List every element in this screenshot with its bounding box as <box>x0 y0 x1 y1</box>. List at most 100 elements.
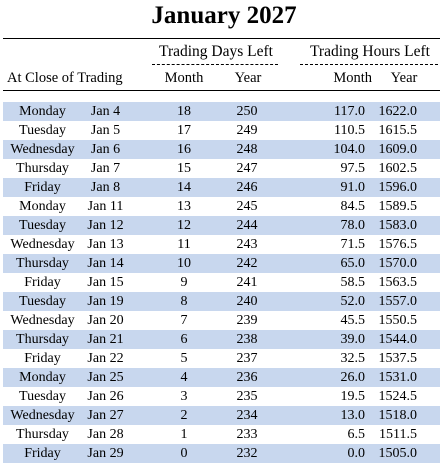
date-cell: Jan 11 <box>87 199 124 214</box>
table-row: Tuesday Jan 5 17 249 110.5 1615.5 <box>3 121 440 140</box>
days-left-month-cell: 6 <box>180 332 188 347</box>
table-row: Tuesday Jan 19 8 240 52.0 1557.0 <box>3 292 440 311</box>
hours-left-month-cell: 6.5 <box>347 427 366 442</box>
date-cell: Jan 15 <box>87 275 124 290</box>
days-left-year-cell: 237 <box>236 351 258 366</box>
date-cell: Jan 29 <box>87 446 124 461</box>
hours-left-month-cell: 13.0 <box>340 408 366 423</box>
table-row: Wednesday Jan 20 7 239 45.5 1550.5 <box>3 311 440 330</box>
weekday-cell: Thursday <box>16 161 69 176</box>
days-left-month-cell: 8 <box>180 294 188 309</box>
days-left-year-cell: 249 <box>236 123 258 138</box>
weekday-cell: Wednesday <box>10 142 75 157</box>
date-cell: Jan 25 <box>87 370 124 385</box>
days-left-month-cell: 3 <box>180 389 188 404</box>
weekday-cell: Friday <box>24 446 61 461</box>
days-left-year-cell: 239 <box>236 313 258 328</box>
days-left-month-cell: 18 <box>177 104 191 119</box>
hours-left-month-cell: 45.5 <box>340 313 366 328</box>
date-cell: Jan 20 <box>87 313 124 328</box>
hours-left-month-cell: 104.0 <box>333 142 366 157</box>
hours-left-year-cell: 1596.0 <box>378 180 418 195</box>
hours-left-month-cell: 117.0 <box>334 104 365 119</box>
hours-left-month-cell: 39.0 <box>340 332 366 347</box>
date-cell: Jan 6 <box>90 142 121 157</box>
days-left-year-cell: 234 <box>236 408 258 423</box>
hours-left-month-cell: 58.5 <box>340 275 366 290</box>
days-left-month-cell: 7 <box>180 313 188 328</box>
weekday-cell: Tuesday <box>19 294 66 309</box>
hours-left-year-cell: 1615.5 <box>378 123 418 138</box>
days-left-month-cell: 0 <box>180 446 188 461</box>
page-title: January 2027 <box>151 2 297 29</box>
hours-left-month-cell: 26.0 <box>340 370 366 385</box>
hours-month-header: Month <box>333 70 372 86</box>
days-left-month-cell: 10 <box>177 256 191 271</box>
table-row: Wednesday Jan 27 2 234 13.0 1518.0 <box>3 406 440 425</box>
hours-left-year-cell: 1518.0 <box>378 408 418 423</box>
weekday-cell: Thursday <box>16 332 69 347</box>
table-row: Thursday Jan 21 6 238 39.0 1544.0 <box>3 330 440 349</box>
hours-left-year-cell: 1622.0 <box>378 104 418 119</box>
days-left-year-cell: 232 <box>236 446 258 461</box>
days-left-year-cell: 238 <box>236 332 258 347</box>
weekday-cell: Friday <box>24 351 61 366</box>
hours-left-month-cell: 91.0 <box>340 180 366 195</box>
hours-left-month-cell: 52.0 <box>340 294 366 309</box>
date-cell: Jan 12 <box>87 218 124 233</box>
hours-left-year-cell: 1524.5 <box>378 389 418 404</box>
hours-left-month-cell: 110.5 <box>334 123 365 138</box>
table-row: Tuesday Jan 12 12 244 78.0 1583.0 <box>3 216 440 235</box>
days-left-month-cell: 11 <box>177 237 191 252</box>
hours-left-year-cell: 1570.0 <box>378 256 418 271</box>
table-row: Thursday Jan 14 10 242 65.0 1570.0 <box>3 254 440 273</box>
table-row: Friday Jan 8 14 246 91.0 1596.0 <box>3 178 440 197</box>
hours-year-header: Year <box>390 70 418 86</box>
hours-left-month-cell: 84.5 <box>340 199 366 214</box>
days-left-month-cell: 13 <box>177 199 191 214</box>
date-cell: Jan 8 <box>90 180 121 195</box>
days-left-month-cell: 1 <box>180 427 188 442</box>
date-cell: Jan 22 <box>87 351 124 366</box>
weekday-cell: Tuesday <box>19 123 66 138</box>
weekday-cell: Thursday <box>16 427 69 442</box>
days-left-year-cell: 235 <box>236 389 258 404</box>
table-row: Friday Jan 22 5 237 32.5 1537.5 <box>3 349 440 368</box>
days-left-year-cell: 241 <box>236 275 258 290</box>
weekday-cell: Wednesday <box>10 237 75 252</box>
date-cell: Jan 19 <box>87 294 124 309</box>
hours-left-month-cell: 0.0 <box>347 446 366 461</box>
hours-left-month-cell: 65.0 <box>340 256 366 271</box>
days-left-year-cell: 247 <box>236 161 258 176</box>
days-left-month-cell: 14 <box>177 180 191 195</box>
hours-left-year-cell: 1609.0 <box>378 142 418 157</box>
weekday-cell: Wednesday <box>10 408 75 423</box>
weekday-cell: Thursday <box>16 256 69 271</box>
weekday-cell: Tuesday <box>19 389 66 404</box>
hours-left-year-cell: 1544.0 <box>378 332 418 347</box>
table-row: Thursday Jan 7 15 247 97.5 1602.5 <box>3 159 440 178</box>
table-row: Monday Jan 25 4 236 26.0 1531.0 <box>3 368 440 387</box>
date-cell: Jan 14 <box>87 256 124 271</box>
date-cell: Jan 27 <box>87 408 124 423</box>
days-left-year-cell: 233 <box>236 427 258 442</box>
days-left-month-cell: 15 <box>177 161 191 176</box>
days-month-header: Month <box>164 70 204 86</box>
days-left-month-cell: 12 <box>177 218 191 233</box>
hours-left-year-cell: 1583.0 <box>378 218 418 233</box>
hours-left-year-cell: 1602.5 <box>378 161 418 176</box>
days-year-header: Year <box>234 70 262 86</box>
date-cell: Jan 5 <box>90 123 121 138</box>
weekday-cell: Monday <box>19 104 66 119</box>
days-left-month-cell: 16 <box>177 142 191 157</box>
date-cell: Jan 4 <box>90 104 121 119</box>
days-left-year-cell: 243 <box>236 237 258 252</box>
hours-left-month-cell: 32.5 <box>340 351 366 366</box>
hours-left-year-cell: 1537.5 <box>378 351 418 366</box>
table-row: Friday Jan 15 9 241 58.5 1563.5 <box>3 273 440 292</box>
hours-left-year-cell: 1505.0 <box>378 446 418 461</box>
table-row: Wednesday Jan 6 16 248 104.0 1609.0 <box>3 140 440 159</box>
table-row: Monday Jan 11 13 245 84.5 1589.5 <box>3 197 440 216</box>
weekday-cell: Monday <box>19 199 66 214</box>
header-bottom-rule <box>3 90 440 91</box>
